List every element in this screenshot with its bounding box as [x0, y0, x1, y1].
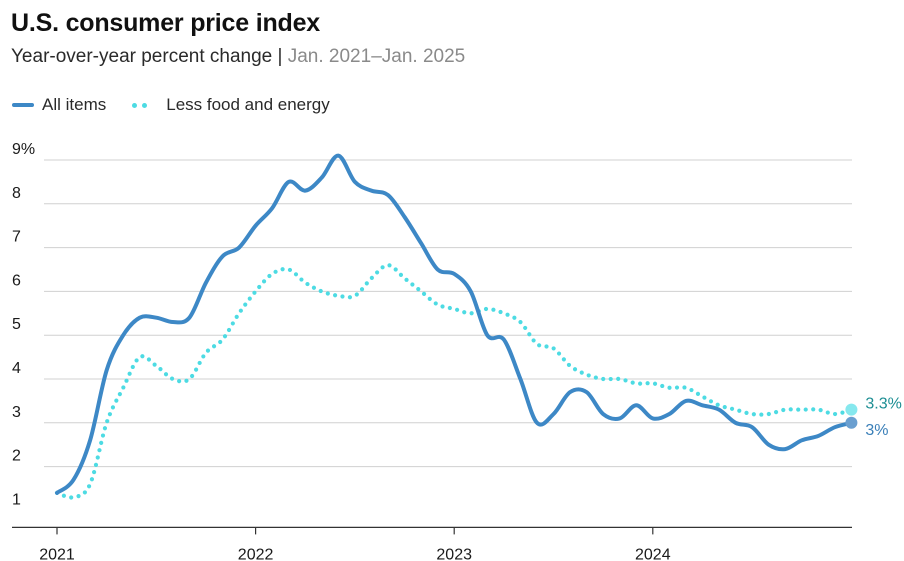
x-tick-label: 2022 [238, 546, 274, 561]
legend-label-all-items: All items [42, 95, 107, 114]
x-tick-label: 2024 [635, 546, 671, 561]
y-tick-label: 4 [12, 360, 21, 377]
chart-legend: All items Less food and energy [12, 95, 356, 115]
y-tick-label: 1 [12, 491, 21, 508]
legend-item-all-items: All items [12, 95, 106, 115]
y-tick-label: 8 [12, 185, 21, 202]
legend-label-less-food-energy: Less food and energy [166, 95, 330, 114]
y-tick-label: 5 [12, 316, 21, 333]
y-tick-label: 9% [12, 141, 35, 158]
legend-swatch-dotted [132, 102, 152, 108]
chart-title: U.S. consumer price index [11, 9, 320, 37]
y-tick-label: 6 [12, 272, 21, 289]
x-tick-label: 2021 [39, 546, 75, 561]
subtitle-main: Year-over-year percent change [11, 46, 273, 67]
y-tick-label: 7 [12, 229, 21, 246]
chart-subtitle: Year-over-year percent change | Jan. 202… [11, 46, 465, 68]
x-tick-label: 2023 [436, 546, 472, 561]
y-tick-label: 2 [12, 448, 21, 465]
legend-swatch-solid [12, 103, 34, 107]
y-tick-label: 3 [12, 404, 21, 421]
end-label-all-items: 3% [865, 422, 888, 439]
end-marker-all-items [845, 416, 858, 429]
series-line-less-food-energy [54, 263, 854, 500]
subtitle-separator: | [277, 46, 283, 67]
subtitle-range: Jan. 2021–Jan. 2025 [287, 46, 466, 67]
end-label-less-food-energy: 3.3% [865, 396, 901, 413]
series-line-all-items [55, 153, 854, 495]
legend-item-less-food-energy: Less food and energy [132, 95, 330, 115]
data-point-less-food-energy [453, 307, 456, 310]
end-marker-less-food-energy [845, 403, 858, 416]
